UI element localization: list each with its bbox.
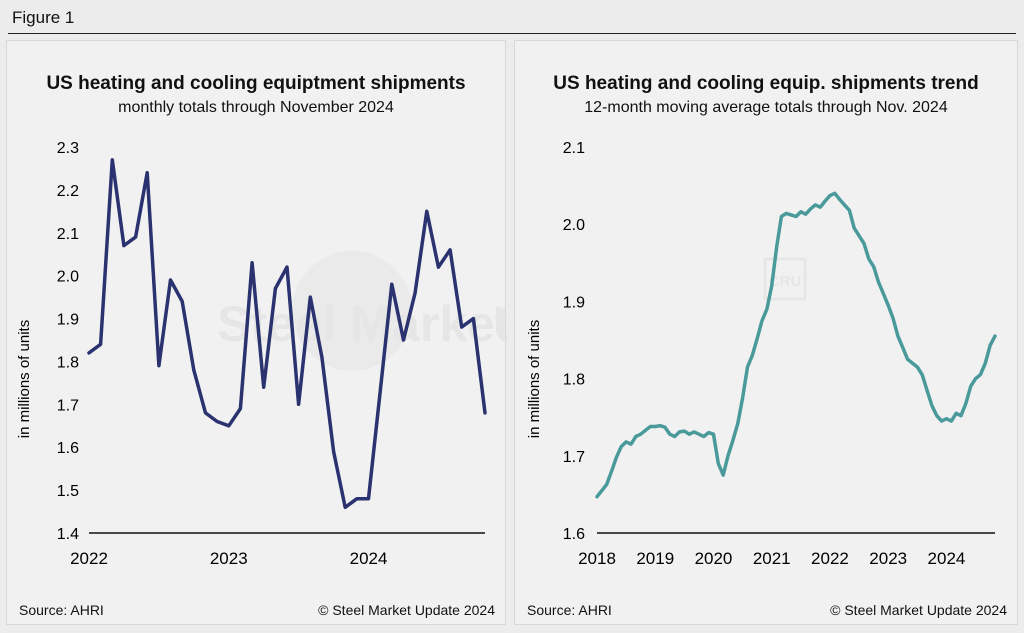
y-tick-label: 2.1	[563, 140, 585, 157]
y-tick-label: 1.7	[57, 397, 79, 414]
watermark-light: Update	[492, 296, 507, 352]
x-tick-labels: 2018 2019 2020 2021 2022 2023 2024	[578, 549, 965, 568]
x-tick-label: 2022	[811, 549, 849, 568]
x-tick-label: 2020	[695, 549, 733, 568]
y-tick-label: 1.4	[57, 526, 79, 543]
y-tick-labels: 1.6 1.7 1.8 1.9 2.0 2.1	[563, 140, 585, 543]
y-tick-label: 1.5	[57, 483, 79, 500]
y-tick-label: 2.1	[57, 226, 79, 243]
x-tick-label: 2019	[636, 549, 674, 568]
copyright-label: © Steel Market Update 2024	[318, 602, 495, 618]
chart-subtitle: 12-month moving average totals through N…	[584, 99, 948, 116]
source-label: Source: AHRI	[19, 602, 104, 618]
series-line	[87, 158, 487, 510]
header-rule	[8, 33, 1016, 34]
y-tick-label: 1.8	[563, 372, 585, 389]
y-axis-label: in millions of units	[526, 320, 543, 438]
y-tick-label: 1.9	[563, 294, 585, 311]
y-tick-labels: 1.4 1.5 1.6 1.7 1.8 1.9 2.0 2.1 2.2 2.3	[57, 140, 79, 543]
x-tick-label: 2023	[869, 549, 907, 568]
y-tick-label: 2.3	[57, 140, 79, 157]
source-label: Source: AHRI	[527, 602, 612, 618]
figure-label: Figure 1	[12, 8, 75, 27]
badge-box	[763, 257, 807, 301]
copyright-label: © Steel Market Update 2024	[830, 602, 1007, 618]
badge-text: CRU	[769, 273, 802, 290]
y-tick-label: 1.6	[57, 440, 79, 457]
watermark: Steel Market Update	[217, 251, 507, 371]
watermark-circle	[292, 251, 412, 371]
watermark-badge: CRU	[763, 257, 807, 301]
series-line	[595, 191, 997, 499]
chart-subtitle: monthly totals through November 2024	[118, 99, 394, 116]
chart-panel-monthly: Steel Market Update 1.4 1.5 1.6 1.7 1.8 1.9 2.…	[6, 40, 507, 625]
x-tick-label: 2024	[350, 549, 388, 568]
y-axis-label: in millions of units	[16, 320, 33, 438]
y-tick-label: 2.0	[563, 217, 585, 234]
y-tick-label: 1.7	[563, 449, 585, 466]
x-tick-labels: 2022 2023 2024	[70, 549, 387, 568]
y-tick-label: 2.0	[57, 269, 79, 286]
x-tick-label: 2024	[928, 549, 966, 568]
x-tick-label: 2023	[210, 549, 248, 568]
y-tick-label: 1.9	[57, 312, 79, 329]
y-tick-label: 1.6	[563, 526, 585, 543]
x-tick-label: 2018	[578, 549, 616, 568]
y-tick-label: 1.8	[57, 354, 79, 371]
chart-svg-trend: CRU 1.61.71.81.92.02.1 2018 2019 2020 2021 2…	[526, 140, 997, 568]
chart-svg-monthly: Steel Market Update 1.4 1.5 1.6 1.7 1.8 1.9 2.…	[16, 140, 507, 568]
chart-panel-trend: CRU 1.6 1.7 1.8 1.9 2.0 2.1 2018 2019 2020 2021 2…	[514, 40, 1018, 625]
x-tick-label: 2022	[70, 549, 108, 568]
y-tick-label: 2.2	[57, 183, 79, 200]
chart-title: US heating and cooling equip. shipments …	[553, 73, 979, 94]
x-tick-label: 2021	[753, 549, 791, 568]
chart-title: US heating and cooling equiptment shipme…	[46, 73, 466, 94]
